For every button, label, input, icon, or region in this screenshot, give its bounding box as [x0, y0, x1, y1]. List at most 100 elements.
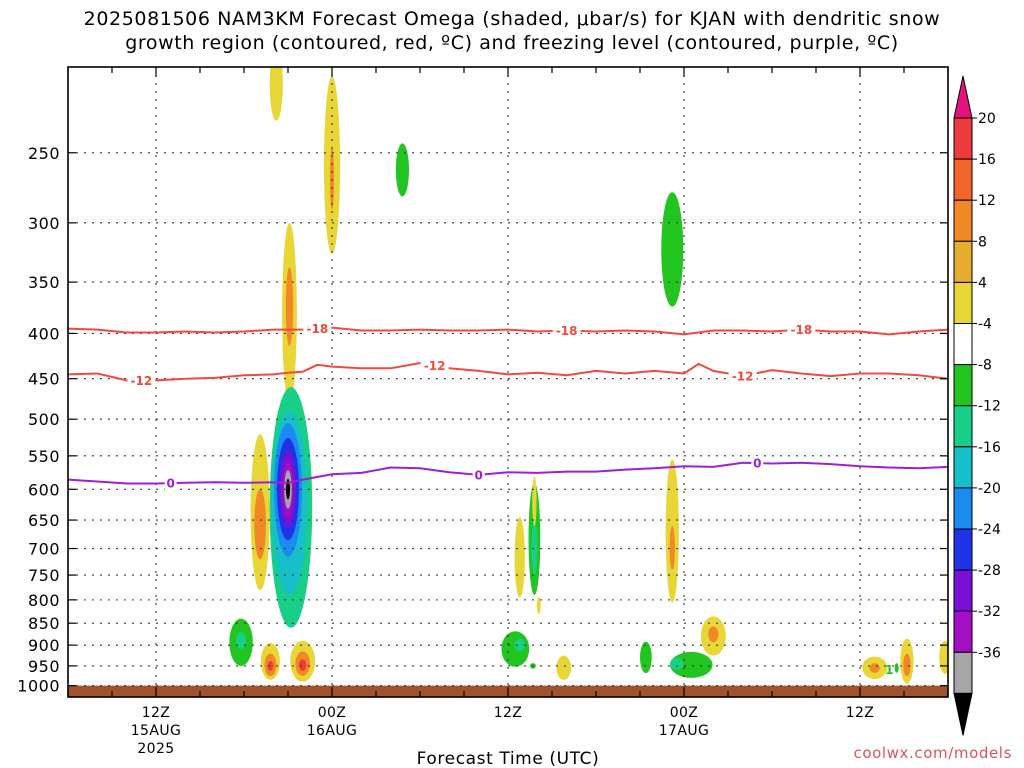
contour-label--18-2: -18: [790, 323, 812, 337]
misc-label-0: 1: [885, 663, 893, 677]
ytick-label-750: 750: [28, 566, 60, 585]
omega-cell-40: [670, 657, 684, 670]
omega-cell-20: [267, 661, 274, 671]
contour-label-bg: [164, 476, 177, 491]
ytick-label-400: 400: [28, 324, 60, 343]
colorbar-swatch-6: [953, 364, 973, 407]
omega-cell-42: [869, 663, 880, 673]
omega-cell-3: [395, 143, 409, 197]
contour-label-bg: [420, 358, 449, 373]
ytick-label-250: 250: [28, 144, 60, 163]
colorbar-swatch-3: [953, 240, 973, 283]
colorbar-label--8: -8: [978, 358, 992, 374]
axes: 250 300 350 400 450 500 550 600 650 700 750 800 850 9…: [17, 66, 949, 757]
x-axis-label: Forecast Time (UTC): [417, 749, 600, 768]
ytick-label-900: 900: [28, 636, 60, 655]
xtick-label-42: 00Z: [670, 705, 699, 721]
colorbar-swatch-2: [953, 199, 973, 242]
omega-cell-33: [708, 626, 719, 643]
omega-cell-39: [670, 651, 713, 678]
xtick-label-54: 12Z: [846, 705, 875, 721]
ytick-label-500: 500: [28, 410, 60, 429]
omega-cell-29: [661, 192, 684, 307]
omega-cell-0: [269, 67, 283, 121]
contour-label--12-0: -12: [130, 374, 152, 388]
ytick-label-950: 950: [28, 657, 60, 676]
ytick-label-800: 800: [28, 591, 60, 610]
contour-label-0-1: 0: [474, 468, 482, 482]
colorbar-label--12: -12: [978, 399, 1001, 415]
colorbar-label-20: 20: [978, 111, 996, 127]
temperature-contours: -18 -18 -18 -12 -12 -12 0 0 0 1: [68, 321, 948, 677]
colorbar-label--28: -28: [978, 563, 1001, 579]
ytick-label-550: 550: [28, 447, 60, 466]
omega-cell-34: [501, 631, 530, 667]
xtick-label-6: 12Z: [142, 705, 171, 721]
chart-title: 2025081506 NAM3KM Forecast Omega (shaded…: [83, 8, 941, 30]
contour-label--18-0: -18: [306, 322, 328, 336]
omega-cell-24: [514, 517, 525, 598]
colorbar-swatch-1: [953, 158, 973, 201]
colorbar-swatch-4: [953, 281, 973, 324]
colorbar-label-4: 4: [978, 275, 987, 291]
source-credit: coolwx.com/models: [854, 744, 1013, 762]
ytick-label-700: 700: [28, 540, 60, 559]
colorbar-swatch-0: [953, 117, 973, 160]
contour-0: [68, 461, 948, 485]
omega-cell-5: [285, 267, 294, 346]
omega-cell-27: [532, 476, 537, 526]
xtick-label-30: 12Z: [494, 705, 523, 721]
xtick-date-18: 16AUG: [307, 723, 358, 739]
colorbar-label--36: -36: [978, 645, 1001, 661]
contour-label-0-2: 0: [753, 457, 761, 471]
colorbar-swatch-7: [953, 405, 973, 448]
ytick-label-300: 300: [28, 214, 60, 233]
colorbar-label-8: 8: [978, 234, 987, 250]
omega-cell-28: [536, 596, 541, 615]
contour-label-0-0: 0: [166, 477, 174, 491]
omega-cell-23: [299, 659, 307, 671]
omega-cell-45: [939, 640, 948, 674]
omega-cell-17: [235, 632, 247, 650]
contour-label-bg: [751, 456, 764, 471]
colorbar-label--24: -24: [978, 522, 1001, 538]
colorbar-label-16: 16: [978, 152, 996, 168]
colorbar-swatch-12: [953, 610, 973, 653]
contour-label-bg: [472, 467, 485, 482]
ytick-label-850: 850: [28, 614, 60, 633]
omega-cell-35: [514, 638, 525, 652]
colorbar-label--20: -20: [978, 481, 1001, 497]
colorbar-label--16: -16: [978, 440, 1001, 456]
colorbar-swatch-10: [953, 528, 973, 571]
contour-label-bg: [552, 323, 581, 338]
omega-cell-38: [640, 641, 652, 674]
chart-subtitle: growth region (contoured, red, ºC) and f…: [125, 32, 899, 54]
xtick-date-6: 15AUG: [131, 723, 182, 739]
colorbar-swatch-9: [953, 487, 973, 530]
omega-cell-7: [254, 489, 266, 560]
omega-cell-26: [531, 520, 538, 576]
contour-label--18-1: -18: [556, 324, 578, 338]
contour-label--12-2: -12: [732, 370, 754, 384]
ytick-label-600: 600: [28, 480, 60, 499]
xtick-label-18: 00Z: [318, 705, 347, 721]
contour-label-bg: [787, 322, 816, 337]
colorbar-swatch-5: [953, 323, 973, 366]
colorbar-label--32: -32: [978, 604, 1001, 620]
ytick-label-1000: 1000: [17, 677, 60, 696]
ytick-label-650: 650: [28, 511, 60, 530]
contour-label--12-1: -12: [424, 359, 446, 373]
colorbar-legend: 20 16 12 8 4 -4 -8 -12 -16 -20 -24 -28 -32 -36: [953, 75, 1001, 736]
colorbar-label-12: 12: [978, 193, 996, 209]
omega-cell-37: [556, 655, 572, 680]
ytick-label-450: 450: [28, 370, 60, 389]
gridlines: [68, 67, 948, 697]
contour-label-bg: [728, 369, 757, 384]
colorbar-bottom-arrow: [953, 692, 973, 736]
colorbar-swatch-11: [953, 569, 973, 612]
omega-shading-layer: [229, 67, 948, 684]
colorbar-swatch-13: [953, 651, 973, 694]
colorbar-label--4: -4: [978, 317, 992, 333]
omega-cell-31: [669, 525, 675, 570]
